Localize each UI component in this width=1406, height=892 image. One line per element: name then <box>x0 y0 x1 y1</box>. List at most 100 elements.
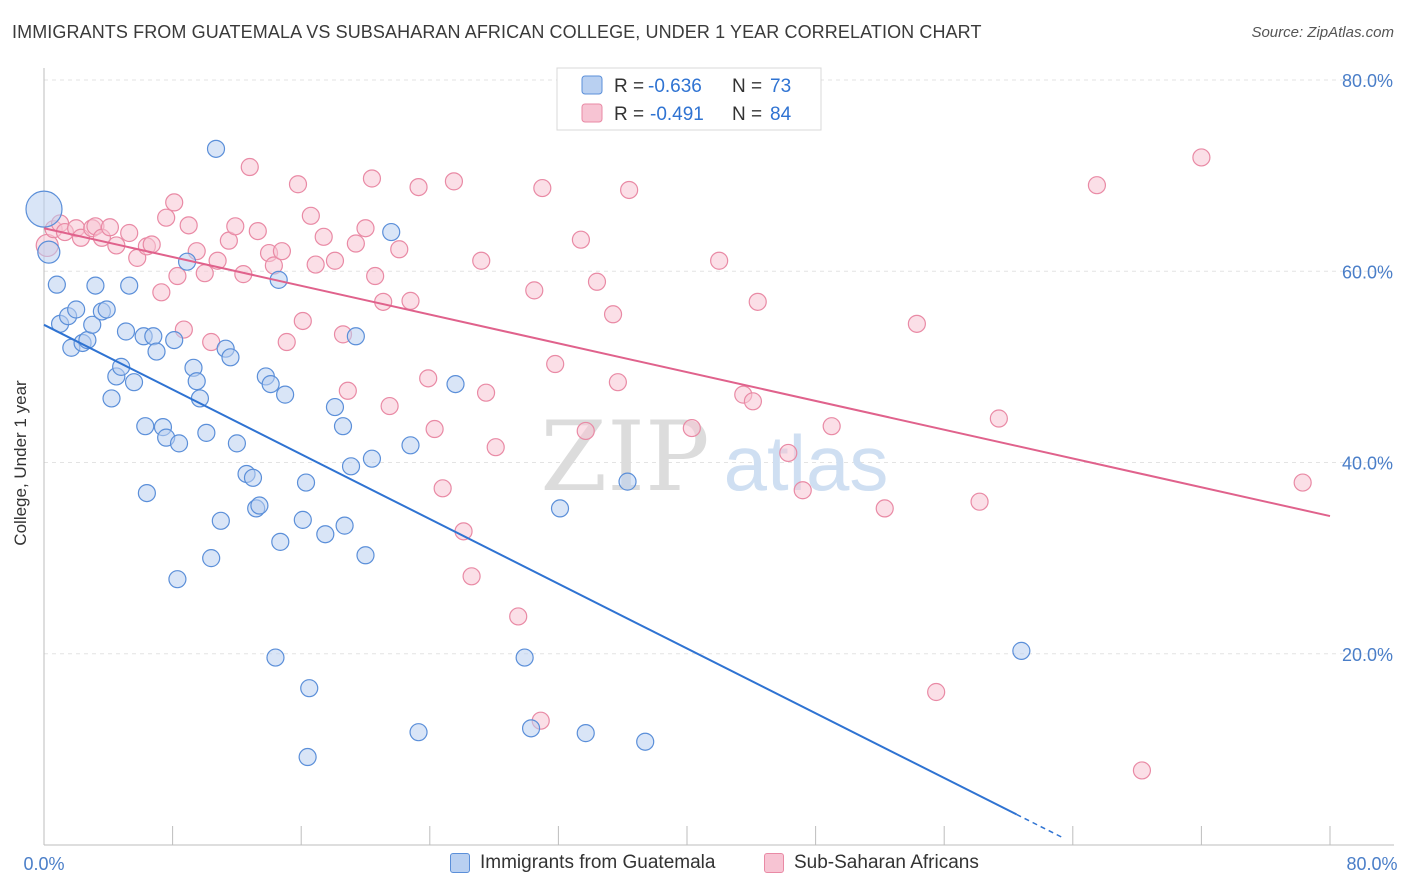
data-point <box>293 510 312 529</box>
data-point <box>338 381 357 400</box>
data-point <box>603 305 623 324</box>
data-point <box>25 190 63 228</box>
legend-label-sub-saharan: Sub-Saharan Africans <box>794 852 979 873</box>
legend-swatch-sub-saharan <box>764 853 784 873</box>
data-point <box>187 372 206 391</box>
legend-item-guatemala: Immigrants from Guatemala <box>450 852 715 874</box>
data-point <box>168 266 187 286</box>
trend-line-sub-saharan <box>43 227 1331 518</box>
data-point <box>37 240 61 264</box>
data-point <box>147 342 166 361</box>
legend-r-value-1: -0.636 <box>648 76 702 97</box>
legend-item-sub-saharan: Sub-Saharan Africans <box>764 852 979 874</box>
data-point <box>521 719 541 738</box>
data-point <box>620 180 639 200</box>
legend-swatch-pink <box>581 103 603 123</box>
data-point <box>102 389 121 408</box>
source-label: Source: ZipAtlas.com <box>1251 24 1394 41</box>
data-point <box>325 251 345 270</box>
data-point <box>250 496 269 515</box>
tick-labels: 20.0% 40.0% 60.0% 80.0% 0.0% 80.0% <box>23 71 1397 874</box>
data-point <box>346 234 365 253</box>
data-point <box>67 300 86 319</box>
legend-swatch-guatemala <box>450 853 470 873</box>
series-sub-saharan-points <box>35 148 1312 780</box>
data-point <box>636 732 655 751</box>
data-point <box>618 472 637 491</box>
legend-n-value-1: 73 <box>770 76 791 97</box>
data-point <box>682 418 701 438</box>
data-point <box>266 648 285 667</box>
data-point <box>550 499 570 518</box>
y-tick-label: 80.0% <box>1342 71 1393 91</box>
data-point <box>1132 761 1152 780</box>
data-point <box>1293 473 1312 492</box>
data-point <box>272 242 292 261</box>
data-point <box>907 314 926 333</box>
data-point <box>401 291 420 310</box>
data-point <box>419 369 438 388</box>
data-point <box>793 481 812 500</box>
legend-top: R = -0.636 N = 73 R = -0.491 N = 84 <box>556 67 822 131</box>
data-point <box>83 315 102 334</box>
series-guatemala-points <box>25 139 1031 767</box>
data-point <box>261 374 280 394</box>
data-point <box>486 438 505 457</box>
legend-n-value-2: 84 <box>770 104 792 125</box>
data-point <box>206 139 226 158</box>
data-point <box>144 327 163 346</box>
x-tick-label-max: 80.0% <box>1346 854 1397 874</box>
y-tick-label: 60.0% <box>1342 262 1393 282</box>
watermark: ZIP atlas <box>540 401 888 513</box>
data-point <box>165 331 184 350</box>
data-point <box>300 679 319 698</box>
data-point <box>168 570 187 589</box>
data-point <box>366 266 385 286</box>
watermark-zip: ZIP <box>540 401 709 513</box>
data-point <box>608 373 627 392</box>
data-point <box>157 208 176 227</box>
data-point <box>301 206 320 225</box>
data-point <box>970 492 989 511</box>
data-point <box>271 532 290 551</box>
data-point <box>124 373 144 392</box>
data-point <box>409 178 428 197</box>
data-point <box>316 525 335 544</box>
data-point <box>116 322 136 341</box>
data-point <box>165 193 184 212</box>
data-point <box>1192 148 1211 167</box>
data-point <box>152 283 171 302</box>
data-point <box>333 417 353 436</box>
data-point <box>515 648 534 667</box>
legend-r-value-2: -0.491 <box>650 104 704 125</box>
data-point <box>227 434 246 453</box>
data-point <box>576 421 595 441</box>
data-point <box>533 178 552 198</box>
data-point <box>433 479 452 498</box>
data-point <box>97 300 116 319</box>
axes <box>43 68 1394 846</box>
data-point <box>136 417 155 436</box>
data-point <box>276 385 295 404</box>
legend-r-label-2: R = <box>614 104 644 125</box>
data-point <box>47 275 66 294</box>
legend-label-guatemala: Immigrants from Guatemala <box>480 852 716 873</box>
data-point <box>314 227 333 246</box>
data-point <box>208 251 227 270</box>
data-point <box>100 218 120 237</box>
data-point <box>390 240 409 259</box>
data-point <box>356 219 375 238</box>
data-point <box>240 157 259 177</box>
data-point <box>382 222 401 242</box>
chart-title: IMMIGRANTS FROM GUATEMALA VS SUBSAHARAN … <box>12 22 982 42</box>
data-point <box>875 499 894 518</box>
data-point <box>1087 176 1107 195</box>
data-point <box>462 567 481 586</box>
data-point <box>446 374 465 394</box>
data-point <box>401 436 420 455</box>
trend-line-guatemala-extension <box>1016 813 1066 840</box>
data-point <box>989 409 1008 428</box>
data-point <box>335 516 354 535</box>
legend-bottom: Immigrants from Guatemala Sub-Saharan Af… <box>0 852 1406 876</box>
